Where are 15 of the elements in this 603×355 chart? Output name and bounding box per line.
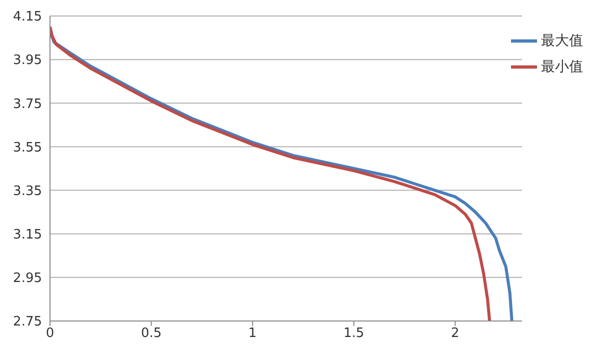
y-tick-label: 2.75 bbox=[13, 314, 42, 330]
legend-label: 最小值 bbox=[541, 59, 583, 76]
y-tick-label: 3.35 bbox=[13, 184, 42, 199]
x-tick-label: 0.5 bbox=[140, 326, 162, 342]
x-tick-label: 1 bbox=[248, 326, 257, 342]
y-tick-label: 3.75 bbox=[13, 96, 42, 112]
y-tick-label: 4.15 bbox=[13, 10, 42, 25]
y-tick-label: 3.55 bbox=[13, 140, 42, 156]
y-tick-label: 2.95 bbox=[13, 271, 42, 286]
x-tick-label: 2 bbox=[451, 326, 460, 342]
y-tick-label: 3.95 bbox=[13, 53, 42, 68]
y-tick-label: 3.15 bbox=[13, 227, 42, 242]
x-tick-label: 1.5 bbox=[344, 326, 364, 342]
legend-label: 最大值 bbox=[541, 33, 583, 50]
x-tick-label: 0 bbox=[46, 326, 54, 342]
